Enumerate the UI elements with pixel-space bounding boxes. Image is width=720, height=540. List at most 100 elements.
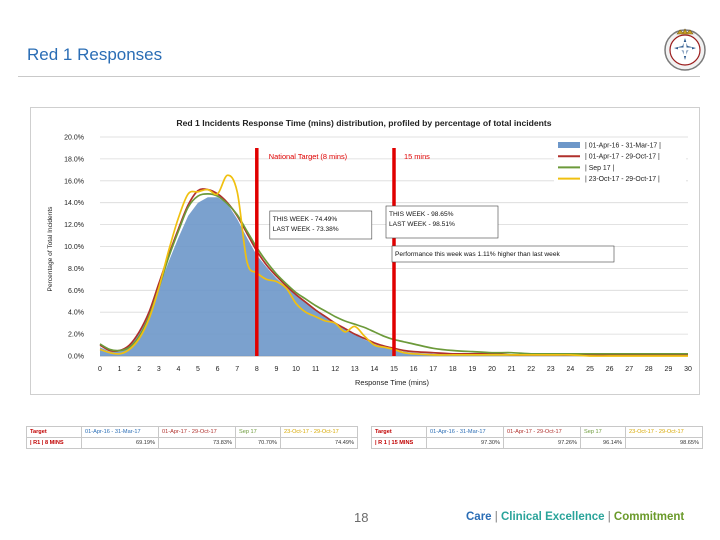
x-tick-label: 12 <box>331 366 339 373</box>
y-tick-label: 16.0% <box>64 178 84 185</box>
x-tick-label: 11 <box>312 366 319 373</box>
tagline-separator: | <box>491 511 501 523</box>
x-tick-label: 30 <box>684 366 692 373</box>
x-tick-label: 29 <box>665 366 673 373</box>
table-row: | R1 | 8 MINS 69.19% 73.83% 70.70% 74.49… <box>26 437 358 449</box>
table-cell: 69.19% <box>81 437 159 449</box>
annotation-line: THIS WEEK - 98.65% <box>389 211 454 218</box>
y-tick-label: 12.0% <box>64 222 84 229</box>
x-tick-label: 7 <box>235 366 239 373</box>
page-title: Red 1 Responses <box>27 45 163 64</box>
target-label: National Target (8 mins) <box>269 152 347 161</box>
y-tick-label: 4.0% <box>68 310 84 317</box>
x-tick-label: 0 <box>98 366 102 373</box>
tagline-commitment: Commitment <box>613 511 685 523</box>
y-axis-ticks: 0.0% 2.0% 4.0% 6.0% 8.0% 10.0% 12.0% 14.0% 16.0%… <box>64 135 84 361</box>
footer-tagline: Care | Clinical Excellence | Commitment <box>466 511 684 523</box>
annotation-line: Performance this week was 1.11% higher t… <box>395 251 561 258</box>
table-target-label: | R 1 | 15 MINS <box>371 437 427 449</box>
x-tick-label: 24 <box>567 366 575 373</box>
table-target-label: | R1 | 8 MINS <box>26 437 82 449</box>
table-cell: 97.26% <box>503 437 581 449</box>
plot-area <box>99 174 688 357</box>
table-cell: 70.70% <box>235 437 281 449</box>
x-tick-label: 8 <box>255 366 259 373</box>
table-target-header: Target <box>26 426 82 438</box>
x-tick-label: 6 <box>216 366 220 373</box>
table-cell: 96.14% <box>580 437 626 449</box>
x-tick-label: 28 <box>645 366 653 373</box>
summary-table-15min: Target 01-Apr-16 - 31-Mar-17 01-Apr-17 -… <box>371 426 703 449</box>
y-tick-label: 6.0% <box>68 288 84 295</box>
x-tick-label: 18 <box>449 366 457 373</box>
summary-table-8min: Target 01-Apr-16 - 31-Mar-17 01-Apr-17 -… <box>26 426 358 449</box>
table-cell: 74.49% <box>280 437 358 449</box>
x-tick-label: 20 <box>488 366 496 373</box>
x-axis-label: Response Time (mins) <box>355 378 429 387</box>
table-row: | R 1 | 15 MINS 97.30% 97.26% 96.14% 98.… <box>371 437 703 449</box>
annotations: THIS WEEK - 74.49% LAST WEEK - 73.38% THIS… <box>269 205 615 263</box>
annotation-box-15min <box>385 205 499 239</box>
annotation-box-performance <box>391 245 615 263</box>
x-tick-label: 9 <box>274 366 278 373</box>
x-tick-label: 5 <box>196 366 200 373</box>
tagline-care: Care <box>466 511 492 523</box>
tagline-clinical: Clinical Excellence <box>500 511 605 523</box>
y-axis-label: Percentage of Total Incidents <box>47 206 54 292</box>
legend-label: | 23-Oct-17 - 29-Oct-17 | <box>585 176 660 183</box>
y-tick-label: 0.0% <box>68 354 84 361</box>
x-tick-label: 10 <box>292 366 300 373</box>
table-header: 01-Apr-16 - 31-Mar-17 <box>81 426 159 438</box>
series-area-0 <box>100 197 688 356</box>
table-cell: 73.83% <box>158 437 236 449</box>
x-tick-label: 19 <box>469 366 477 373</box>
table-cell: 97.30% <box>426 437 504 449</box>
title-divider <box>18 76 700 77</box>
x-tick-label: 27 <box>625 366 633 373</box>
y-tick-label: 18.0% <box>64 156 84 163</box>
x-tick-label: 23 <box>547 366 555 373</box>
target-label: 15 mins <box>404 152 430 161</box>
table-header: Sep 17 <box>235 426 281 438</box>
x-tick-label: 2 <box>137 366 141 373</box>
legend-label: | 01-Apr-17 - 29-Oct-17 | <box>585 154 660 161</box>
table-header: 23-Oct-17 - 29-Oct-17 <box>625 426 703 438</box>
x-tick-label: 15 <box>390 366 398 373</box>
y-tick-label: 2.0% <box>68 332 84 339</box>
x-axis-ticks: 0 1 2 3 4 5 6 7 8 9 10 11 12 13 14 15 16 17 18 19 20 21 22 23 24… <box>98 366 692 373</box>
x-tick-label: 22 <box>527 366 535 373</box>
x-tick-label: 16 <box>410 366 418 373</box>
table-header: 23-Oct-17 - 29-Oct-17 <box>280 426 358 438</box>
table-row: Target 01-Apr-16 - 31-Mar-17 01-Apr-17 -… <box>371 426 703 438</box>
annotation-box-8min <box>269 210 373 240</box>
chart-title: Red 1 Incidents Response Time (mins) dis… <box>176 118 551 128</box>
page-number: 18 <box>354 510 369 525</box>
ambulance-crest-logo <box>664 28 706 71</box>
legend-swatch-0 <box>558 142 580 148</box>
table-header: 01-Apr-16 - 31-Mar-17 <box>426 426 504 438</box>
x-tick-label: 21 <box>508 366 516 373</box>
tagline-separator: | <box>604 511 614 523</box>
table-header: Sep 17 <box>580 426 626 438</box>
series-line-3 <box>99 174 688 357</box>
annotation-line: THIS WEEK - 74.49% <box>273 216 338 223</box>
y-tick-label: 20.0% <box>64 135 84 142</box>
y-tick-label: 10.0% <box>64 244 84 251</box>
x-tick-label: 13 <box>351 366 359 373</box>
legend-label: | Sep 17 | <box>585 165 614 172</box>
table-target-header: Target <box>371 426 427 438</box>
table-header: 01-Apr-17 - 29-Oct-17 <box>158 426 236 438</box>
annotation-line: LAST WEEK - 98.51% <box>389 221 455 228</box>
annotation-line: LAST WEEK - 73.38% <box>273 226 339 233</box>
y-tick-label: 8.0% <box>68 266 84 273</box>
series-line-2 <box>99 193 688 355</box>
x-tick-label: 1 <box>118 366 122 373</box>
x-tick-label: 4 <box>176 366 180 373</box>
x-tick-label: 26 <box>606 366 614 373</box>
chart-legend: | 01-Apr-16 - 31-Mar-17 | | 01-Apr-17 - 2… <box>554 138 686 190</box>
x-tick-label: 14 <box>371 366 379 373</box>
x-tick-label: 3 <box>157 366 161 373</box>
x-tick-label: 25 <box>586 366 594 373</box>
table-header: 01-Apr-17 - 29-Oct-17 <box>503 426 581 438</box>
response-time-chart: Red 1 Incidents Response Time (mins) dis… <box>47 118 692 387</box>
